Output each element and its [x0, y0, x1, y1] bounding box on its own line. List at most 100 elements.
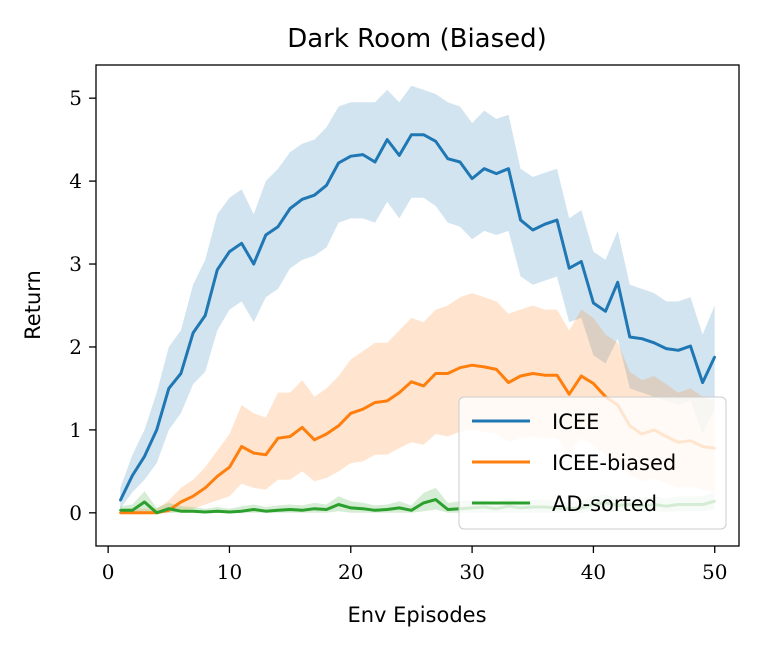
point-icee-biased [483, 365, 486, 369]
point-icee [592, 301, 595, 305]
point-ad-sorted [410, 509, 413, 512]
point-icee-biased [276, 437, 280, 440]
point-ad-sorted [143, 500, 146, 504]
point-icee-biased [179, 500, 183, 504]
point-icee-biased [470, 364, 474, 367]
point-ad-sorted [349, 506, 352, 510]
point-icee-biased [531, 372, 534, 375]
point-icee-biased [191, 495, 195, 498]
point-icee [373, 160, 377, 164]
point-icee [288, 207, 292, 210]
point-ad-sorted [204, 510, 207, 514]
point-ad-sorted [301, 509, 304, 512]
point-icee [616, 281, 619, 284]
point-icee-biased [507, 381, 510, 384]
point-icee-biased [361, 408, 365, 411]
point-icee [555, 218, 559, 222]
point-ad-sorted [252, 508, 255, 511]
point-ad-sorted [422, 501, 425, 505]
y-tick-label: 2 [69, 335, 82, 359]
point-ad-sorted [398, 506, 401, 510]
point-icee [507, 167, 510, 170]
point-icee [119, 499, 122, 502]
point-icee [143, 455, 146, 458]
point-icee-biased [434, 372, 437, 375]
point-icee [398, 154, 401, 157]
point-ad-sorted [131, 509, 134, 512]
point-ad-sorted [325, 508, 328, 511]
legend-box [458, 396, 727, 530]
point-ad-sorted [179, 510, 183, 513]
point-ad-sorted [191, 510, 195, 513]
point-icee-biased [264, 453, 267, 456]
x-tick-label: 40 [581, 560, 606, 584]
point-icee [470, 177, 474, 180]
x-axis-ticks: 0 10 20 30 40 50 [102, 546, 727, 584]
point-icee [628, 335, 631, 339]
point-icee [458, 160, 462, 164]
point-icee-biased [301, 426, 304, 429]
point-icee-biased [119, 511, 122, 514]
legend-label-ad-sorted: AD-sorted [552, 492, 657, 516]
point-icee-biased [386, 399, 389, 403]
point-icee [191, 331, 195, 335]
point-ad-sorted [386, 508, 389, 511]
point-icee-biased [216, 475, 219, 478]
chart-title: Dark Room (Biased) [287, 24, 547, 54]
point-icee [361, 153, 365, 156]
point-icee [640, 337, 644, 340]
point-icee [349, 155, 352, 158]
point-icee [386, 138, 389, 141]
point-ad-sorted [373, 509, 377, 512]
series-line-icee [118, 133, 717, 502]
x-axis-label: Env Episodes [347, 603, 486, 627]
point-icee [337, 161, 340, 165]
point-icee [155, 428, 158, 432]
point-ad-sorted [288, 508, 292, 511]
point-icee [713, 355, 716, 359]
point-icee-biased [373, 401, 377, 404]
point-ad-sorted [337, 503, 340, 506]
point-icee [276, 225, 280, 228]
point-icee [422, 133, 425, 136]
point-icee-biased [288, 435, 292, 438]
point-icee [568, 267, 571, 270]
point-icee [252, 262, 255, 266]
point-icee [519, 218, 522, 222]
x-tick-label: 50 [702, 560, 727, 584]
point-icee [543, 223, 547, 226]
band-icee [120, 85, 715, 509]
legend: ICEE ICEE-biased AD-sorted [458, 396, 727, 530]
point-icee [313, 194, 316, 197]
point-ad-sorted [119, 509, 122, 512]
x-tick-label: 30 [459, 560, 484, 584]
point-icee [228, 250, 231, 253]
point-icee [580, 260, 583, 263]
point-ad-sorted [167, 507, 170, 510]
point-icee [434, 140, 437, 143]
point-icee-biased [422, 384, 425, 388]
y-tick-label: 5 [69, 86, 82, 110]
point-icee-biased [568, 393, 571, 396]
point-icee [665, 347, 668, 350]
y-tick-label: 3 [69, 252, 82, 276]
point-icee-biased [519, 374, 522, 378]
y-axis-ticks: 0 1 2 3 4 5 [69, 86, 96, 525]
point-ad-sorted [361, 507, 365, 510]
point-icee-biased [349, 412, 352, 415]
band-icee-biased [120, 293, 715, 513]
point-icee [531, 228, 534, 232]
point-icee [179, 372, 183, 375]
point-icee [204, 314, 207, 317]
point-icee [301, 198, 304, 201]
point-ad-sorted [434, 498, 437, 501]
point-icee-biased [228, 466, 231, 469]
point-ad-sorted [216, 510, 219, 513]
y-tick-label: 1 [69, 418, 82, 442]
x-tick-label: 0 [102, 560, 115, 584]
point-icee-biased [252, 451, 255, 455]
legend-label-icee: ICEE [552, 410, 599, 434]
point-icee [483, 167, 486, 170]
y-tick-label: 0 [69, 501, 82, 525]
